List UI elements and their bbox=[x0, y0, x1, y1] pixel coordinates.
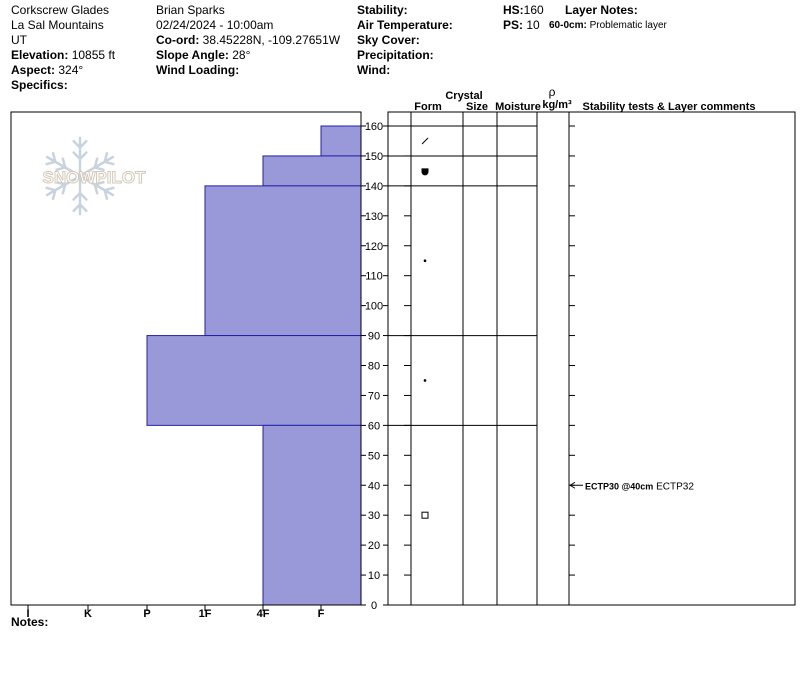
hardness-tick-label: I bbox=[26, 608, 29, 620]
hardness-layer-bar bbox=[262, 155, 362, 187]
grain-symbol-faceted bbox=[421, 511, 429, 519]
depth-tick-label: 110 bbox=[365, 271, 383, 283]
form-header: Form bbox=[414, 101, 442, 113]
moisture-header: Moisture bbox=[495, 101, 541, 113]
hardness-layer-bar bbox=[262, 424, 362, 606]
snowflake-branch bbox=[103, 186, 115, 192]
crystal-table-frame bbox=[387, 111, 796, 606]
snowflake-arm bbox=[78, 174, 115, 197]
hardness-tick-label: 1F bbox=[199, 608, 212, 620]
mountain-range: La Sal Mountains bbox=[11, 18, 104, 32]
sky-cover-label: Sky Cover: bbox=[357, 33, 420, 47]
snowflake-branch bbox=[103, 189, 109, 201]
size-header: Size bbox=[466, 101, 488, 113]
snowflake-branch bbox=[72, 191, 82, 201]
air-temperature-label: Air Temperature: bbox=[357, 18, 453, 32]
layer-notes-label: Layer Notes: bbox=[565, 3, 638, 17]
state: UT bbox=[11, 33, 27, 47]
snowflake-branch bbox=[78, 151, 88, 161]
hardness-tick-label: K bbox=[84, 608, 92, 620]
depth-tick-label: 160 bbox=[365, 121, 383, 133]
snowflake-arm bbox=[45, 174, 82, 197]
snowflake-branch bbox=[93, 183, 99, 195]
elevation: Elevation: 10855 ft bbox=[11, 48, 116, 62]
snowflake-branch bbox=[55, 166, 67, 172]
depth-tick-label: 130 bbox=[365, 211, 383, 223]
stability-tests-header: Stability tests & Layer comments bbox=[582, 101, 755, 113]
depth-tick-label: 60 bbox=[368, 420, 380, 432]
grain-symbol-decomposing bbox=[421, 137, 429, 145]
snowflake-branch bbox=[93, 157, 99, 169]
snowflake-branch bbox=[61, 183, 67, 195]
snowflake-branch bbox=[78, 203, 88, 213]
slope-angle: Slope Angle: 28° bbox=[156, 48, 251, 62]
hardness-tick-label: F bbox=[318, 608, 325, 620]
snowflake-branch bbox=[45, 160, 57, 166]
layer-note: 60-0cm: Problematic layer bbox=[549, 20, 667, 31]
snowflake-branch bbox=[72, 139, 82, 149]
depth-tick-label: 120 bbox=[365, 241, 383, 253]
snowflake-branch bbox=[78, 139, 88, 149]
snowflake-branch bbox=[93, 166, 105, 172]
depth-tick-label: 50 bbox=[368, 450, 380, 462]
snowflake-branch bbox=[78, 191, 88, 201]
wind-loading-label: Wind Loading: bbox=[156, 63, 240, 77]
logo-text: SNOWPILOT bbox=[43, 168, 147, 187]
snowflake-branch bbox=[72, 151, 82, 161]
snowpilot-logo: SNOWPILOT bbox=[42, 136, 147, 216]
snowflake-arm bbox=[78, 155, 115, 178]
aspect: Aspect: 324° bbox=[11, 63, 84, 77]
snowflake-branch bbox=[45, 186, 57, 192]
site-name: Corkscrew Glades bbox=[11, 3, 110, 17]
stability-test-label: ECTP30 @40cm ECTP32 bbox=[585, 481, 694, 492]
depth-tick-label: 30 bbox=[368, 510, 380, 522]
hardness-layer-bar bbox=[320, 125, 362, 157]
grain-symbol-rounded bbox=[423, 259, 427, 263]
hardness-layer-bar bbox=[146, 335, 362, 426]
snowflake-branch bbox=[93, 180, 105, 186]
grain-symbol-rounded bbox=[423, 379, 427, 382]
snowflake-branch bbox=[61, 157, 67, 169]
notes-label: Notes: bbox=[11, 615, 49, 629]
snowflake-branch bbox=[103, 151, 109, 163]
hardness-tick-label: P bbox=[143, 608, 150, 620]
grain-symbol-rounded-faceted bbox=[421, 168, 429, 176]
snowflake-branch bbox=[55, 180, 67, 186]
depth-tick-label: 100 bbox=[365, 301, 383, 313]
snowflake-branch bbox=[103, 160, 115, 166]
observation-datetime: 02/24/2024 - 10:00am bbox=[156, 18, 274, 32]
specifics-label: Specifics: bbox=[11, 78, 68, 92]
hardness-plot-frame bbox=[10, 111, 362, 606]
ps-value: PS: 10 bbox=[503, 18, 540, 32]
snowflake-branch bbox=[72, 203, 82, 213]
depth-tick-label: 150 bbox=[365, 151, 383, 163]
snowflake-arm bbox=[45, 155, 82, 178]
depth-tick-label: 70 bbox=[368, 390, 380, 402]
stability-test-arrowhead bbox=[569, 481, 576, 489]
hs-value: HS:160 bbox=[503, 3, 544, 17]
coordinates: Co-ord: 38.45228N, -109.27651W bbox=[156, 33, 341, 47]
depth-tick-label: 0 bbox=[371, 600, 377, 612]
depth-tick-label: 90 bbox=[368, 331, 380, 343]
depth-tick-label: 140 bbox=[365, 181, 383, 193]
depth-tick-label: 80 bbox=[368, 361, 380, 373]
depth-tick-label: 40 bbox=[368, 480, 380, 492]
density-symbol: ρ bbox=[549, 85, 556, 99]
snowflake-branch bbox=[51, 189, 57, 201]
snowflake-branch bbox=[51, 151, 57, 163]
precipitation-label: Precipitation: bbox=[357, 48, 434, 62]
hardness-tick-label: 4F bbox=[257, 608, 270, 620]
hardness-layer-bar bbox=[204, 185, 362, 337]
wind-label: Wind: bbox=[357, 63, 391, 77]
stability-label: Stability: bbox=[357, 3, 408, 17]
depth-tick-label: 20 bbox=[368, 540, 380, 552]
observer-name: Brian Sparks bbox=[156, 3, 225, 17]
density-unit: kg/m³ bbox=[542, 99, 572, 111]
crystal-header: Crystal bbox=[445, 90, 482, 102]
depth-tick-label: 10 bbox=[368, 570, 380, 582]
